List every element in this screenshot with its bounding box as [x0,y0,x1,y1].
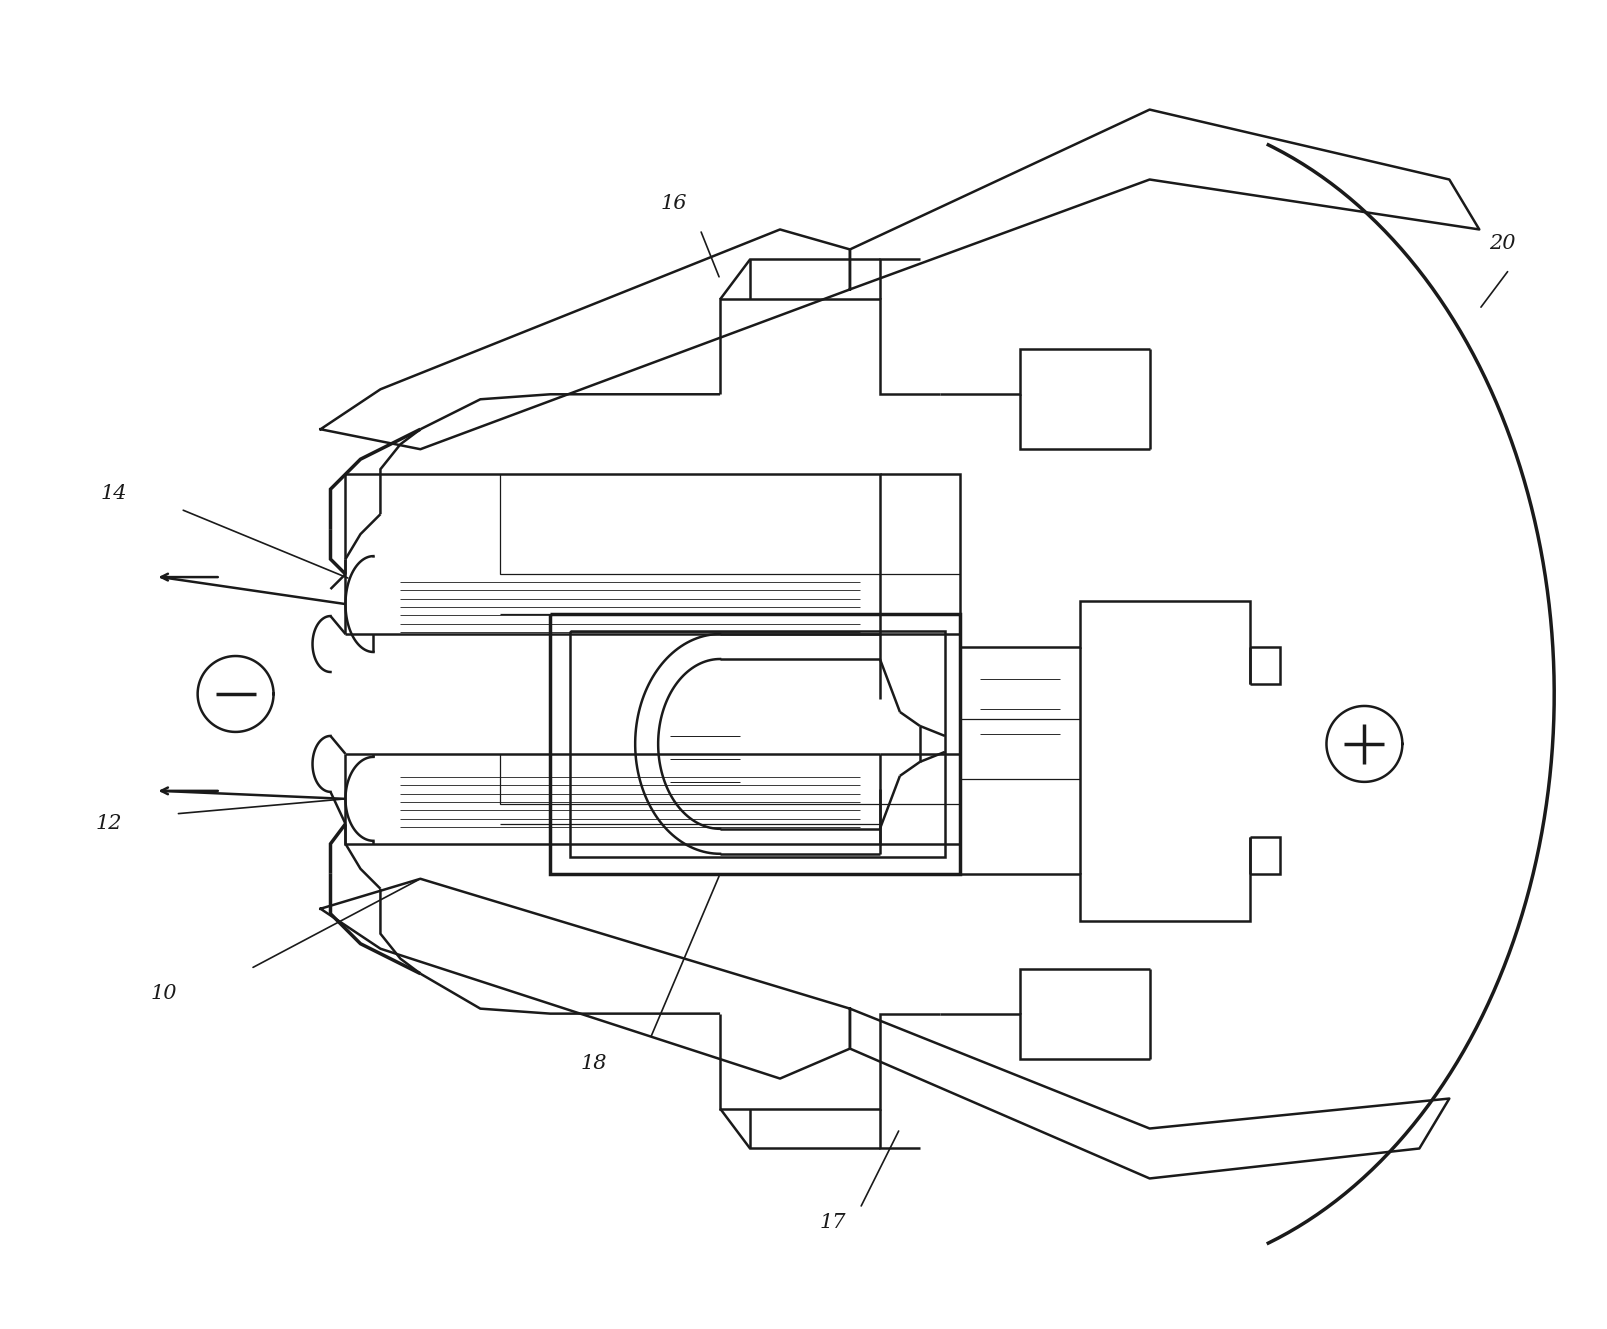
Polygon shape [320,230,850,449]
Text: 17: 17 [820,1213,847,1232]
Text: 12: 12 [96,813,122,833]
Text: 14: 14 [101,484,127,504]
Text: 20: 20 [1490,234,1515,254]
Text: 10: 10 [151,983,177,1002]
Polygon shape [850,1009,1450,1179]
Polygon shape [850,109,1480,290]
Text: 18: 18 [580,1054,607,1073]
Text: 16: 16 [660,194,686,214]
Polygon shape [320,878,850,1079]
